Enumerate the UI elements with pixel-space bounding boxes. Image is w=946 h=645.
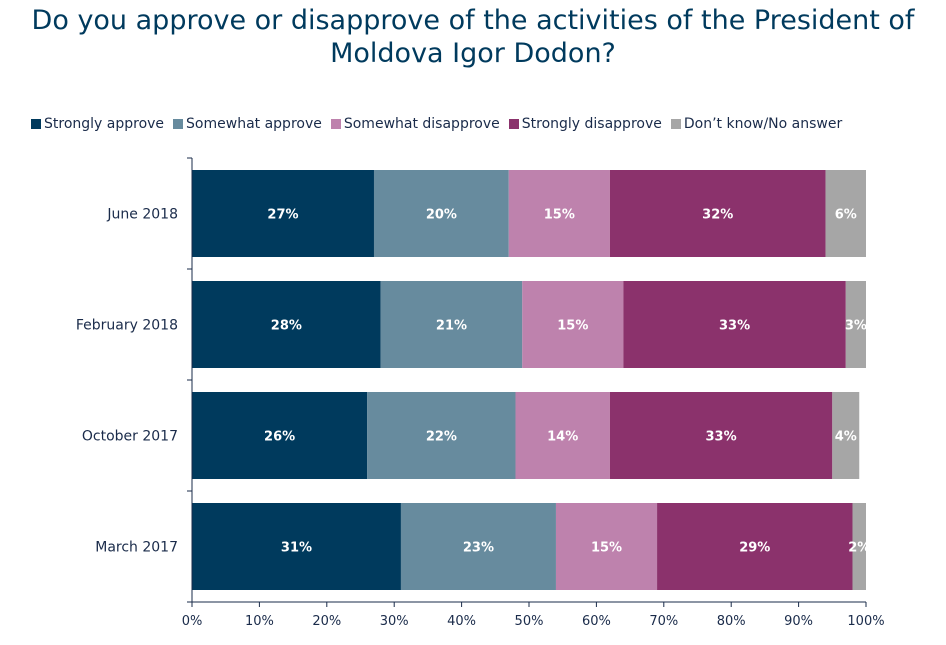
data-label: 33% [706,430,737,445]
bar-segment [515,392,610,479]
data-label: 32% [702,208,733,223]
data-label: 27% [267,208,298,223]
legend-label-dont-know: Don’t know/No answer [683,116,843,132]
x-tick-label: 70% [649,614,678,629]
data-label: 14% [547,430,578,445]
data-label: 21% [436,319,467,334]
data-label: 33% [719,319,750,334]
bar-segment [192,170,374,257]
chart-title: Do you approve or disapprove of the acti… [0,4,946,70]
data-label: 20% [426,208,457,223]
data-label: 6% [835,208,857,223]
x-tick-label: 30% [380,614,409,629]
legend-swatch-somewhat-approve [173,119,184,129]
bar-segment [380,281,523,368]
bar-segment [522,281,624,368]
data-label: 15% [544,208,575,223]
bar-segment [825,170,866,257]
data-label: 4% [835,430,857,445]
x-tick-label: 100% [847,614,884,629]
data-label: 31% [281,541,312,556]
legend-swatch-strongly-disapprove [508,119,519,129]
bar-segment [367,392,516,479]
legend-label-strongly-disapprove: Strongly disapprove [521,116,662,132]
chart-legend: Strongly approve Somewhat approve Somewh… [31,116,851,132]
category-label: June 2018 [106,207,178,223]
x-tick-label: 0% [182,614,203,629]
legend-swatch-somewhat-disapprove [330,119,341,129]
data-label: 29% [739,541,770,556]
legend-item-strongly-disapprove: Strongly disapprove [508,116,662,132]
bar-segment [373,170,509,257]
legend-item-dont-know: Don’t know/No answer [670,116,843,132]
legend-item-strongly-approve: Strongly approve [31,116,164,132]
data-label: 23% [463,541,494,556]
bar-segment [192,503,401,590]
bar-segment [609,392,833,479]
category-label: October 2017 [82,429,178,445]
legend-item-somewhat-approve: Somewhat approve [173,116,322,132]
data-label: 28% [271,319,302,334]
data-label: 15% [557,319,588,334]
x-tick-label: 10% [245,614,274,629]
data-label: 15% [591,541,622,556]
bar-segment [852,503,866,590]
x-tick-label: 60% [582,614,611,629]
legend-swatch-strongly-approve [31,119,41,129]
x-tick-label: 90% [784,614,813,629]
bar-segment [832,392,860,479]
bar-segment [609,170,826,257]
chart-title-line-1: Do you approve or disapprove of the acti… [31,5,915,36]
legend-item-somewhat-disapprove: Somewhat disapprove [330,116,500,132]
bar-segment [192,281,381,368]
bar-segment [845,281,866,368]
data-label: 22% [426,430,457,445]
category-label: March 2017 [95,540,178,556]
legend-swatch-dont-know [670,119,681,129]
category-label: February 2018 [76,318,178,334]
bar-segment [192,392,368,479]
bar-segment [555,503,658,590]
chart-title-line-2: Moldova Igor Dodon? [330,38,616,69]
x-tick-label: 50% [515,614,544,629]
legend-label-somewhat-disapprove: Somewhat disapprove [343,116,500,132]
data-label: 3% [845,319,867,334]
bar-segment [508,170,610,257]
bar-segment [400,503,556,590]
legend-label-somewhat-approve: Somewhat approve [186,116,322,132]
legend-label-strongly-approve: Strongly approve [44,116,165,132]
bar-segment [623,281,846,368]
x-tick-label: 80% [717,614,746,629]
data-label: 26% [264,430,295,445]
data-label: 2% [848,541,870,556]
x-tick-label: 20% [312,614,341,629]
x-tick-label: 40% [447,614,476,629]
bar-segment [657,503,853,590]
